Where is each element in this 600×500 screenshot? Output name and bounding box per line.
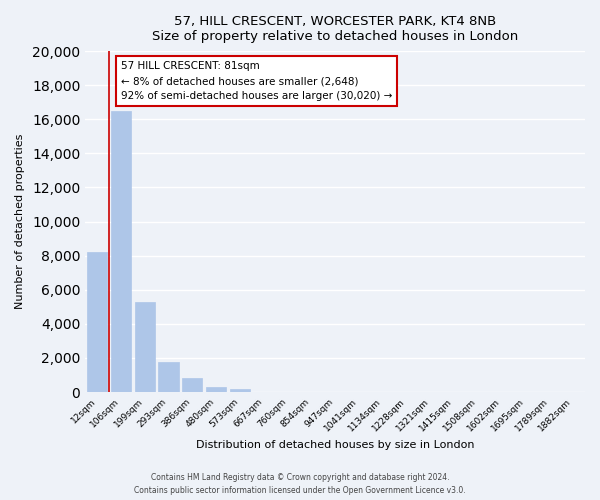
Bar [230, 388, 250, 392]
Bar [134, 302, 155, 392]
Bar [182, 378, 202, 392]
Text: 57 HILL CRESCENT: 81sqm
← 8% of detached houses are smaller (2,648)
92% of semi-: 57 HILL CRESCENT: 81sqm ← 8% of detached… [121, 62, 392, 101]
Text: Contains HM Land Registry data © Crown copyright and database right 2024.
Contai: Contains HM Land Registry data © Crown c… [134, 474, 466, 495]
Bar [111, 111, 131, 392]
Y-axis label: Number of detached properties: Number of detached properties [15, 134, 25, 310]
Bar [87, 252, 107, 392]
Bar [206, 387, 226, 392]
Bar [158, 362, 179, 392]
X-axis label: Distribution of detached houses by size in London: Distribution of detached houses by size … [196, 440, 475, 450]
Title: 57, HILL CRESCENT, WORCESTER PARK, KT4 8NB
Size of property relative to detached: 57, HILL CRESCENT, WORCESTER PARK, KT4 8… [152, 15, 518, 43]
